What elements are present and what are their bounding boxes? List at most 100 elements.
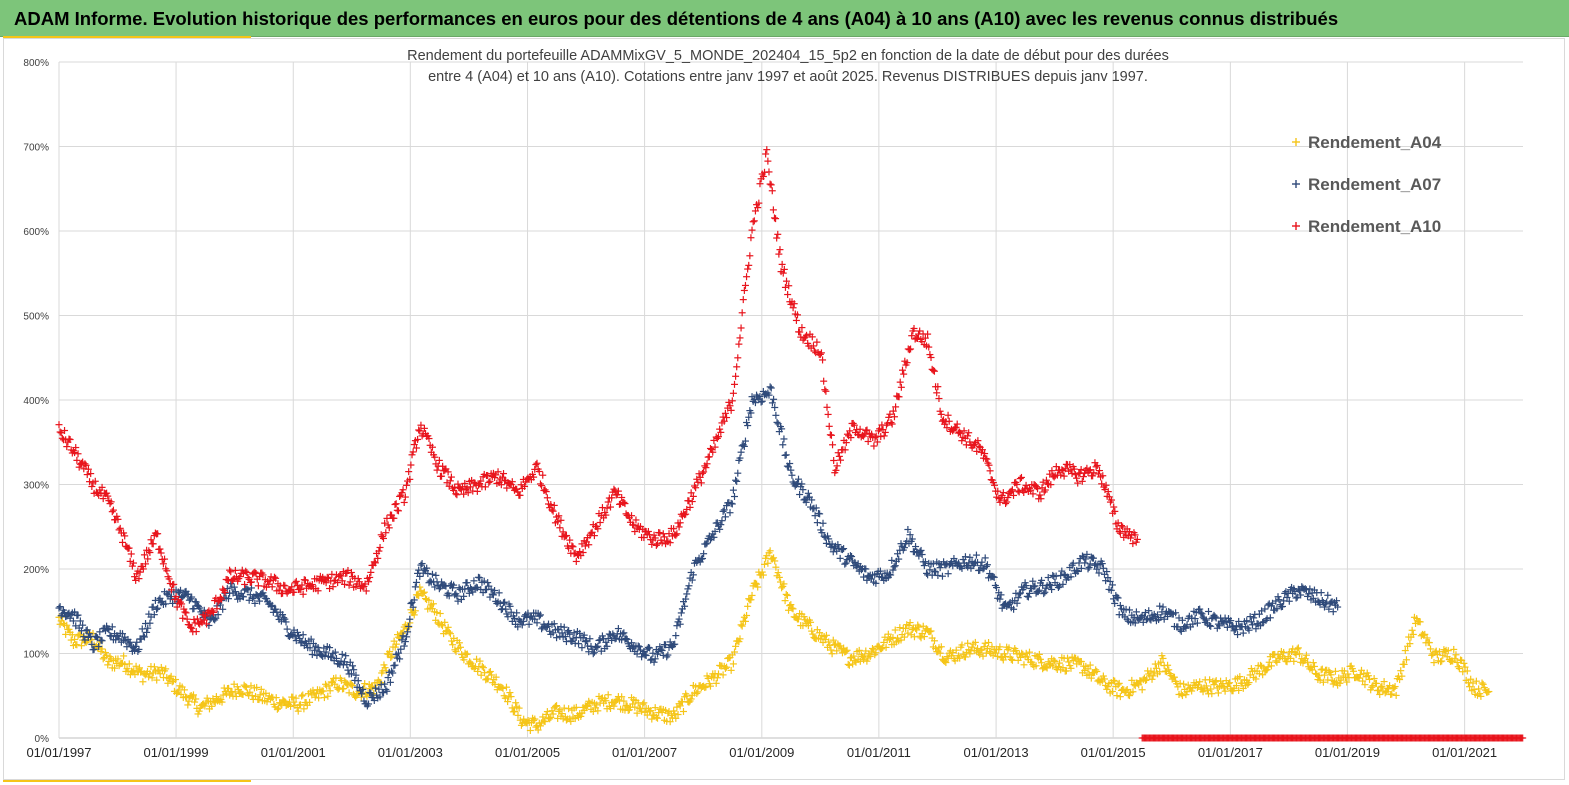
data-point [534, 726, 542, 734]
data-point [1138, 686, 1146, 694]
data-point [103, 651, 111, 659]
data-point [1016, 475, 1024, 483]
data-point [830, 456, 838, 464]
data-point [690, 482, 698, 490]
data-point [567, 717, 575, 725]
data-point [1099, 672, 1107, 680]
data-point [838, 546, 846, 554]
data-point [392, 500, 400, 508]
data-point [180, 686, 188, 694]
data-point [677, 609, 685, 617]
data-point [449, 641, 457, 649]
data-point [782, 590, 790, 598]
data-point [835, 452, 843, 460]
data-point [804, 489, 812, 497]
data-point [651, 704, 659, 712]
data-point [129, 559, 137, 567]
data-point [195, 707, 203, 715]
data-point [829, 441, 837, 449]
data-point [428, 570, 436, 578]
data-point [473, 487, 481, 495]
data-point [729, 389, 737, 397]
data-point [905, 346, 913, 354]
data-point [99, 655, 107, 663]
data-point [441, 618, 449, 626]
legend-label: Rendement_A07 [1308, 175, 1441, 194]
data-point [1056, 659, 1064, 667]
data-point [446, 630, 454, 638]
data-point [872, 649, 880, 657]
data-point [419, 589, 427, 597]
data-point [1074, 479, 1082, 487]
legend: Rendement_A04 Rendement_A07 Rendement_A10 [1292, 133, 1442, 236]
data-point [729, 660, 737, 668]
data-point [1408, 626, 1416, 634]
data-point [994, 652, 1002, 660]
data-point [488, 671, 496, 679]
data-point [740, 286, 748, 294]
data-point [383, 687, 391, 695]
data-point [1263, 615, 1271, 623]
data-point [796, 491, 804, 499]
data-point [727, 666, 735, 674]
data-point [444, 623, 452, 631]
data-point [1116, 693, 1124, 701]
data-point [1062, 667, 1070, 675]
data-point [1012, 647, 1020, 655]
data-point [436, 610, 444, 618]
data-point [400, 498, 408, 506]
data-point [1331, 667, 1339, 675]
data-point [457, 643, 465, 651]
data-point [340, 685, 348, 693]
data-point [891, 626, 899, 634]
data-point [132, 576, 140, 584]
data-point [232, 692, 240, 700]
data-point [800, 613, 808, 621]
data-point [283, 625, 291, 633]
data-point [594, 707, 602, 715]
data-point [813, 338, 821, 346]
data-point [1015, 590, 1023, 598]
data-point [897, 636, 905, 644]
data-point [672, 714, 680, 722]
data-point [738, 622, 746, 630]
data-point [68, 631, 76, 639]
data-point [754, 583, 762, 591]
data-point [406, 615, 414, 623]
data-point [272, 694, 280, 702]
data-point [1115, 679, 1123, 687]
data-point [647, 707, 655, 715]
data-point [466, 658, 474, 666]
data-point [936, 649, 944, 657]
data-point [478, 662, 486, 670]
data-point [348, 682, 356, 690]
data-point [971, 638, 979, 646]
data-point [775, 250, 783, 258]
data-point [888, 556, 896, 564]
data-point [1005, 644, 1013, 652]
data-point [739, 296, 747, 304]
data-point [292, 694, 300, 702]
data-point [582, 702, 590, 710]
data-point [435, 585, 443, 593]
data-point [1324, 591, 1332, 599]
data-point [595, 636, 603, 644]
data-point [130, 667, 138, 675]
data-point [541, 718, 549, 726]
data-point [985, 639, 993, 647]
data-point [1318, 665, 1326, 673]
data-point [556, 524, 564, 532]
data-point [705, 453, 713, 461]
data-point [770, 395, 778, 403]
data-point [391, 661, 399, 669]
data-point [162, 665, 170, 673]
y-tick-label: 300% [23, 481, 49, 492]
data-point [192, 695, 200, 703]
data-point [298, 692, 306, 700]
data-point [756, 180, 764, 188]
data-point [1114, 681, 1122, 689]
data-point [829, 636, 837, 644]
data-point [543, 708, 551, 716]
data-point [736, 334, 744, 342]
